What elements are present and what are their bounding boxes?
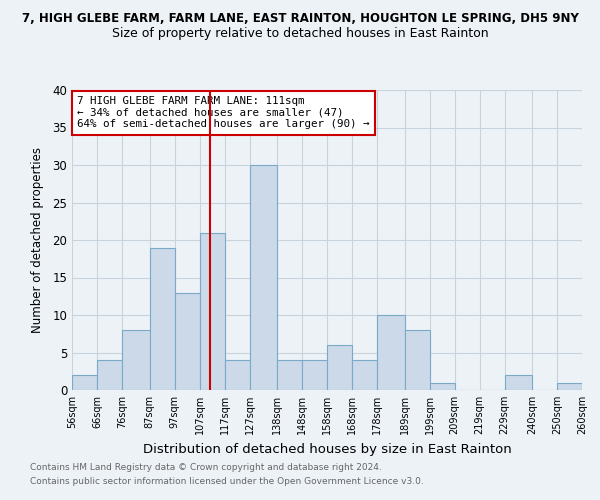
Text: 7, HIGH GLEBE FARM, FARM LANE, EAST RAINTON, HOUGHTON LE SPRING, DH5 9NY: 7, HIGH GLEBE FARM, FARM LANE, EAST RAIN… [22,12,578,26]
Bar [199,232,224,390]
Text: Contains HM Land Registry data © Crown copyright and database right 2024.: Contains HM Land Registry data © Crown c… [30,464,382,472]
Bar [377,315,404,390]
Bar [582,382,600,390]
Bar [97,360,122,390]
Bar [404,330,430,390]
Bar [122,330,149,390]
Bar [277,360,302,390]
Text: Contains public sector information licensed under the Open Government Licence v3: Contains public sector information licen… [30,477,424,486]
X-axis label: Distribution of detached houses by size in East Rainton: Distribution of detached houses by size … [143,442,511,456]
Bar [302,360,327,390]
Bar [352,360,377,390]
Bar [250,165,277,390]
Bar [430,382,455,390]
Bar [224,360,250,390]
Text: Size of property relative to detached houses in East Rainton: Size of property relative to detached ho… [112,28,488,40]
Bar [149,248,175,390]
Bar [175,292,199,390]
Bar [327,345,352,390]
Y-axis label: Number of detached properties: Number of detached properties [31,147,44,333]
Bar [557,382,582,390]
Bar [505,375,532,390]
Text: 7 HIGH GLEBE FARM FARM LANE: 111sqm
← 34% of detached houses are smaller (47)
64: 7 HIGH GLEBE FARM FARM LANE: 111sqm ← 34… [77,96,370,129]
Bar [72,375,97,390]
